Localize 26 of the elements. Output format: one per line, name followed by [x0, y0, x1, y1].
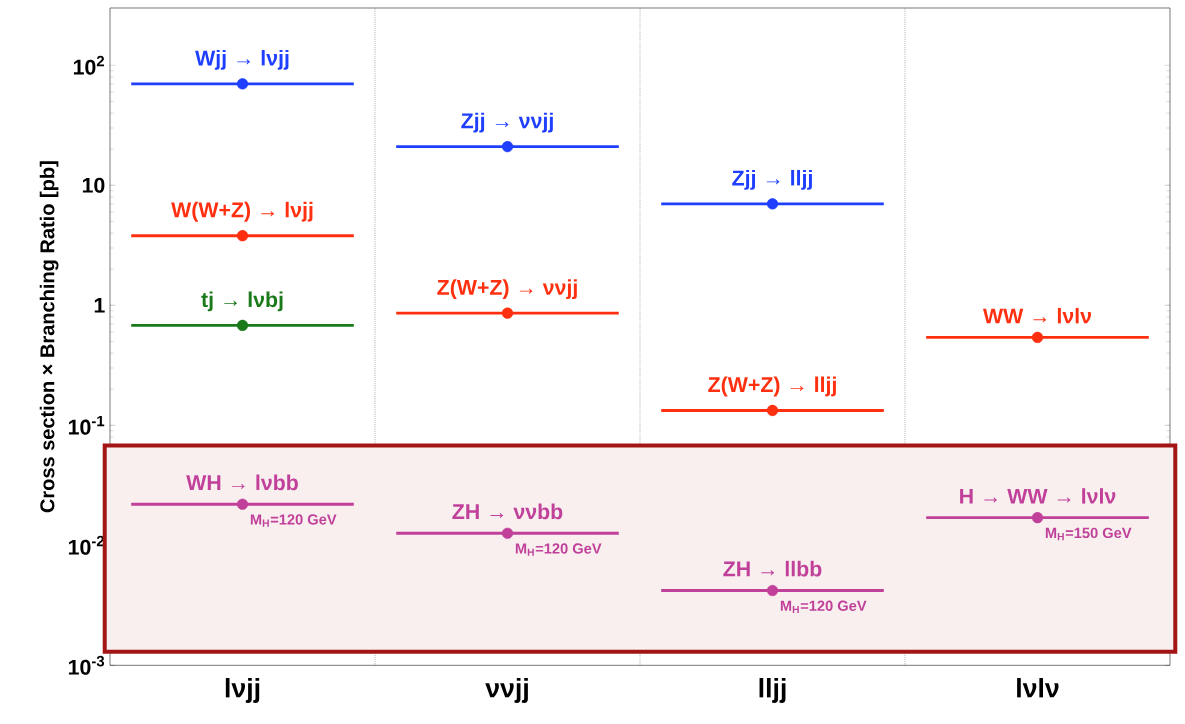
series-label: WH → lνbb — [186, 474, 298, 491]
series-label: Zjj → ννjj — [461, 112, 553, 133]
series-label: Z(W+Z) → lljj — [708, 376, 836, 397]
annotation: M$_{H}$=150 GeV — [1045, 527, 1132, 541]
y-axis-title: Cross section × Branching Ratio [pb] — [39, 161, 59, 513]
y-tick-label: 10$^{2}$ — [73, 55, 105, 75]
series-label: ZH → llbb — [723, 560, 822, 577]
series-label: Zjj → lljj — [732, 169, 812, 190]
annotation: M$_{H}$=120 GeV — [250, 514, 337, 527]
series-label: H → WW → lνlν — [960, 488, 1116, 504]
series-label: W(W+Z) → lνjj — [171, 201, 313, 222]
series-label: tj → lνbj — [201, 291, 283, 312]
series-label: Z(W+Z) → ννjj — [437, 279, 577, 300]
x-tick-label: lνjj — [225, 678, 260, 703]
y-tick-label: 10 — [82, 177, 105, 193]
annotation: M$_{H}$=120 GeV — [780, 600, 867, 613]
x-tick-label: lljj — [759, 678, 786, 703]
series-label: Wjj → lνjj — [195, 49, 289, 70]
y-tick-label: 1 — [94, 297, 105, 313]
series-label: WW → lνlν — [983, 307, 1092, 324]
annotation: M$_{H}$=120 GeV — [515, 543, 602, 556]
x-tick-label: ννjj — [485, 678, 528, 703]
y-tick-label: 10$^{-1}$ — [68, 415, 105, 435]
y-tick-label: 10$^{-3}$ — [68, 655, 105, 675]
x-tick-label: lνlν — [1017, 678, 1059, 698]
series-label: ZH → ννbb — [452, 503, 563, 520]
